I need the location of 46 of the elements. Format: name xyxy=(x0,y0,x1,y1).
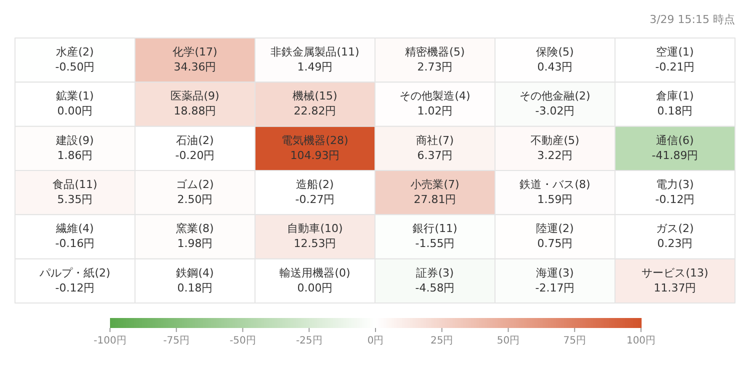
data-label: 窯業(8) 1.98円 xyxy=(176,222,214,250)
data-label: 不動産(5) 3.22円 xyxy=(530,134,580,162)
color-bar-label: 100円 xyxy=(626,336,656,347)
color-bar-label: 25円 xyxy=(430,336,454,347)
color-bar-label: 75円 xyxy=(563,336,586,347)
data-label: 鉄鋼(4) 0.18円 xyxy=(176,266,214,294)
data-label: 海運(3) -2.17円 xyxy=(535,266,575,294)
color-bar-label: 0円 xyxy=(367,336,384,347)
data-label: 造船(2) -0.27円 xyxy=(295,178,335,206)
data-label: 水産(2) -0.50円 xyxy=(55,45,95,74)
data-label: 保険(5) 0.43円 xyxy=(536,45,574,74)
data-label: 繊維(4) -0.16円 xyxy=(55,222,95,250)
data-label: 商社(7) 6.37円 xyxy=(416,134,454,162)
data-label: ゴム(2) 2.50円 xyxy=(176,178,214,206)
data-label: ガス(2) 0.23円 xyxy=(656,222,694,250)
data-label: 医薬品(9) 18.88円 xyxy=(170,90,220,118)
text: 3/29 15:15 時点 xyxy=(650,12,735,26)
data-label: 銀行(11) -1.55円 xyxy=(412,222,458,250)
data-label: 陸運(2) 0.75円 xyxy=(536,222,574,250)
data-label: 電気機器(28) 104.93円 xyxy=(282,134,348,162)
data-label: その他製造(4) 1.02円 xyxy=(400,90,470,118)
data-label: 建設(9) 1.86円 xyxy=(55,134,94,162)
data-label: 小売業(7) 27.81円 xyxy=(410,178,460,206)
data-label: 倉庫(1) 0.18円 xyxy=(656,90,694,118)
data-label: パルプ・紙(2) -0.12円 xyxy=(38,266,110,294)
color-bar-label: 50円 xyxy=(496,336,520,347)
data-label: その他金融(2) -3.02円 xyxy=(520,90,590,118)
color-bar-label: -25円 xyxy=(296,336,322,347)
data-label: 精密機器(5) 2.73円 xyxy=(405,45,465,74)
data-label: 機械(15) 22.82円 xyxy=(292,90,338,118)
data-label: 鉄道・バス(8) 1.59円 xyxy=(520,178,590,206)
data-label: 鉱業(1) 0.00円 xyxy=(56,90,94,118)
color-bar-label: -75円 xyxy=(163,336,190,347)
data-label: 石油(2) -0.20円 xyxy=(175,134,215,162)
data-label: サービス(13) 11.37円 xyxy=(642,266,708,294)
data-label: 空運(1) -0.21円 xyxy=(655,45,695,74)
data-label: 食品(11) 5.35円 xyxy=(52,178,98,206)
data-label: 化学(17) 34.36円 xyxy=(172,45,218,74)
data-label: 自動車(10) 12.53円 xyxy=(287,222,343,250)
data-label: 輸送用機器(0) 0.00円 xyxy=(280,266,350,294)
data-label: 通信(6) -41.89円 xyxy=(652,134,698,162)
data-label: 証券(3) -4.58円 xyxy=(415,266,455,294)
data-label: 電力(3) -0.12円 xyxy=(655,178,695,206)
color-bar-label: -50円 xyxy=(230,336,256,347)
color-bar-label: -100円 xyxy=(94,336,126,347)
data-label: 非鉄金属製品(11) 1.49円 xyxy=(270,45,360,74)
